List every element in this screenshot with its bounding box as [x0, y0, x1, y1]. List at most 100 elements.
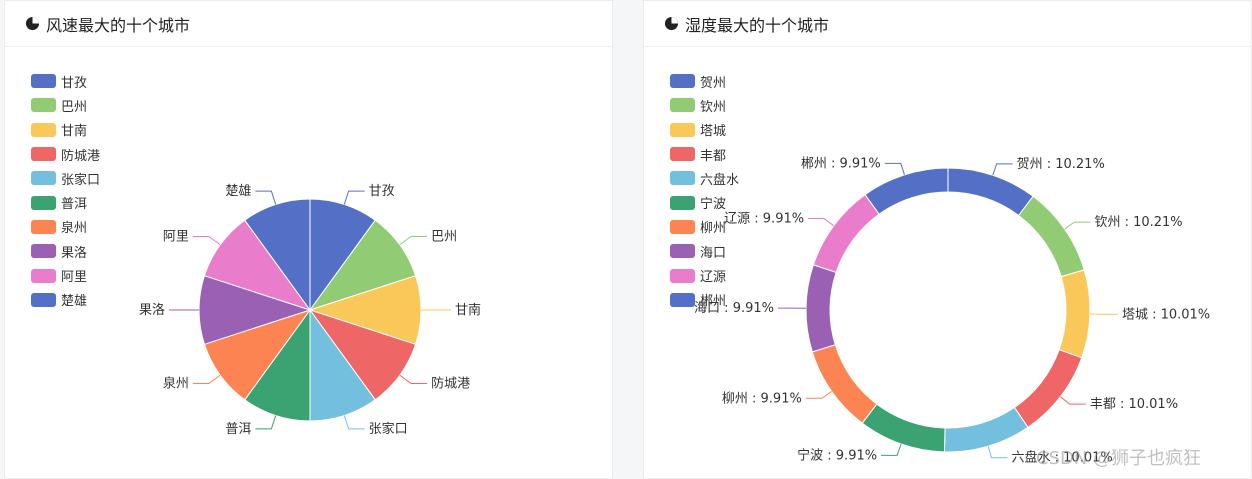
humidity-panel: 湿度最大的十个城市 贺州钦州 塔城丰都六盘水宁波柳州海口辽源郴州 贺州 : 10.…: [643, 0, 1252, 479]
pie-slice[interactable]: [1058, 269, 1091, 359]
label-leader-line: [192, 236, 221, 246]
legend-item[interactable]: 海口: [670, 239, 739, 263]
pie-slice[interactable]: [1017, 195, 1085, 278]
label-leader-line: [992, 163, 1013, 176]
legend-item[interactable]: 宁波: [670, 190, 739, 214]
slice-label: 丰都 : 10.01%: [1090, 397, 1178, 412]
legend-label: 海口: [700, 245, 727, 261]
legend-label: 贺州: [700, 75, 727, 91]
legend-item[interactable]: 泉州: [31, 215, 100, 239]
label-leader-line: [805, 391, 832, 399]
slice-label: 楚雄: [225, 184, 251, 199]
slice-label: 宁波 : 9.91%: [797, 447, 877, 463]
label-leader-line: [343, 190, 365, 205]
legend-item[interactable]: 防城港: [31, 142, 100, 166]
pie-slice[interactable]: [805, 264, 837, 353]
legend-item[interactable]: 六盘水: [670, 166, 739, 190]
slice-label: 贺州 : 10.21%: [1017, 157, 1105, 172]
pie-slice[interactable]: [947, 167, 1034, 217]
wind-speed-panel: 风速最大的十个城市 甘孜 巴州 甘南 防城港 张家口 普洱 泉州 果洛 阿里 楚雄 甘孜 巴州 甘南防…: [4, 0, 613, 479]
legend-item[interactable]: 贺州: [670, 69, 739, 93]
legend-swatch: [670, 219, 695, 234]
slice-label: 甘南: [455, 302, 481, 318]
slice-label: 阿里: [163, 230, 189, 245]
legend-item[interactable]: 柳州: [670, 215, 739, 239]
legend-swatch: [31, 74, 56, 89]
pie-slice[interactable]: [864, 167, 949, 215]
slice-label: 甘孜: [369, 184, 395, 199]
legend-item[interactable]: 甘南: [31, 118, 100, 142]
pie-chart-icon: [25, 16, 40, 31]
legend-item[interactable]: 塔城: [670, 118, 739, 142]
legend-swatch: [31, 244, 56, 259]
slice-label: 防城港: [431, 375, 470, 391]
legend-label: 丰都: [700, 148, 727, 164]
slice-label: 郴州 : 9.91%: [801, 156, 881, 171]
slice-label: 普洱: [225, 422, 251, 437]
legend-swatch: [670, 122, 695, 137]
legend-item[interactable]: 巴州: [31, 93, 100, 117]
slice-label: 果洛: [139, 303, 165, 318]
label-leader-line: [343, 415, 365, 430]
legend-label: 果洛: [61, 245, 88, 261]
slice-label: 六盘水 : 10.01%: [1012, 450, 1113, 466]
legend-item[interactable]: 阿里: [31, 263, 100, 287]
legend-label: 楚雄: [61, 294, 88, 310]
legend-item[interactable]: 普洱: [31, 190, 100, 214]
legend-swatch: [670, 292, 695, 307]
label-leader-line: [399, 236, 428, 246]
label-leader-line: [987, 446, 1008, 459]
legend-swatch: [670, 74, 695, 89]
pie-slice[interactable]: [1013, 349, 1083, 429]
legend-swatch: [31, 122, 56, 137]
legend-label: 普洱: [61, 197, 88, 213]
legend-swatch: [31, 292, 56, 307]
pie-slice[interactable]: [812, 194, 880, 274]
legend-item[interactable]: 张家口: [31, 166, 100, 190]
legend-label: 泉州: [61, 221, 88, 237]
slice-label: 塔城 : 10.01%: [1122, 307, 1210, 322]
legend-swatch: [31, 98, 56, 113]
wind-legend: 甘孜 巴州甘南防城港张家口普洱泉州果洛阿里楚雄: [31, 69, 100, 312]
legend-swatch: [670, 244, 695, 259]
legend-label: 防城港: [61, 148, 101, 164]
label-leader-line: [1064, 221, 1091, 230]
legend-label: 张家口: [61, 172, 101, 188]
slice-label: 巴州: [431, 230, 457, 245]
humidity-legend: 贺州钦州 塔城丰都六盘水宁波柳州海口辽源郴州: [670, 69, 739, 312]
legend-item[interactable]: 郴州: [670, 288, 739, 312]
legend-label: 六盘水: [700, 172, 740, 188]
legend-swatch: [31, 195, 56, 210]
humidity-panel-header: 湿度最大的十个城市: [644, 1, 1251, 47]
pie-slice[interactable]: [943, 406, 1029, 453]
legend-item[interactable]: 楚雄: [31, 288, 100, 312]
slice-label: 张家口: [369, 421, 408, 437]
legend-label: 阿里: [61, 270, 88, 286]
legend-item[interactable]: 钦州: [670, 93, 739, 117]
label-leader-line: [1060, 396, 1086, 405]
legend-item[interactable]: 丰都: [670, 142, 739, 166]
legend-swatch: [670, 98, 695, 113]
pie-slice[interactable]: [811, 344, 878, 424]
wind-chart-title: 风速最大的十个城市: [46, 15, 191, 35]
watermark: CSDN @狮子也疯狂: [1036, 448, 1202, 469]
legend-label: 宁波: [700, 197, 727, 213]
label-leader-line: [808, 218, 835, 227]
legend-label: 柳州: [700, 221, 727, 237]
pie-slice[interactable]: [861, 403, 946, 453]
slice-label: 钦州 : 10.21%: [1094, 215, 1182, 230]
legend-swatch: [670, 171, 695, 186]
legend-swatch: [670, 147, 695, 162]
legend-item[interactable]: 果洛: [31, 239, 100, 263]
legend-label: 郴州: [700, 294, 727, 310]
legend-label: 甘南: [61, 124, 88, 140]
legend-label: 辽源: [700, 270, 727, 286]
legend-item[interactable]: 辽源: [670, 263, 739, 287]
legend-swatch: [670, 195, 695, 210]
legend-swatch: [31, 268, 56, 283]
legend-item[interactable]: 甘孜: [31, 69, 100, 93]
label-leader-line: [881, 443, 902, 456]
slice-label: 柳州 : 9.91%: [722, 391, 802, 406]
label-leader-line: [255, 415, 277, 430]
humidity-chart-title: 湿度最大的十个城市: [685, 15, 830, 35]
